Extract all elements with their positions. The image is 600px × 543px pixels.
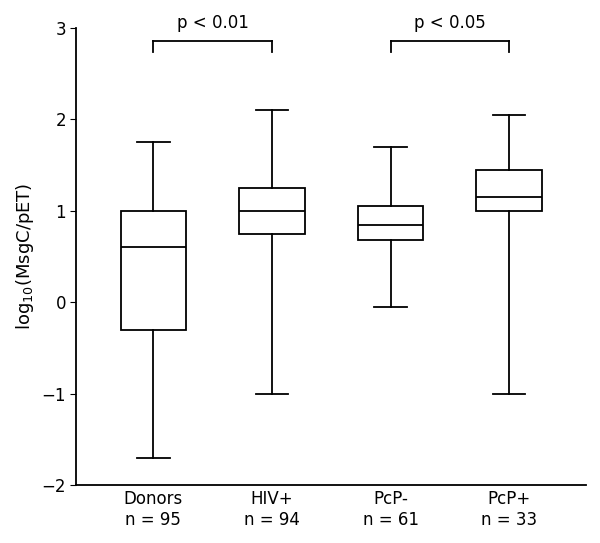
Y-axis label: log$_{10}$(MsgC/pET): log$_{10}$(MsgC/pET): [14, 183, 36, 330]
PathPatch shape: [476, 169, 542, 211]
PathPatch shape: [239, 188, 305, 233]
PathPatch shape: [121, 211, 186, 330]
PathPatch shape: [358, 206, 423, 240]
Text: p < 0.05: p < 0.05: [414, 14, 485, 32]
Text: p < 0.01: p < 0.01: [177, 14, 248, 32]
